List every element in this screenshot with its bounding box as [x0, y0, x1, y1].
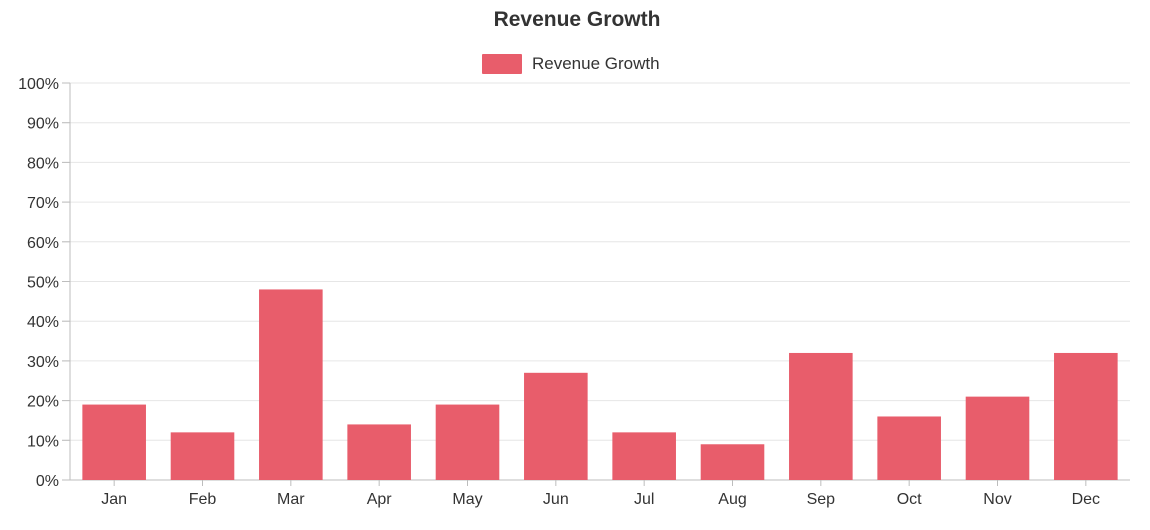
bar-dec[interactable]: [1054, 352, 1118, 480]
y-tick-label: 0%: [36, 473, 59, 490]
x-tick-label: Sep: [807, 491, 836, 508]
bar-oct[interactable]: [877, 416, 941, 480]
legend-swatch: [482, 54, 522, 74]
bar-jul[interactable]: [612, 432, 676, 480]
x-tick-label: Jan: [101, 491, 127, 508]
y-tick-label: 70%: [27, 195, 59, 212]
y-tick-label: 50%: [27, 275, 59, 292]
x-tick-label: Nov: [983, 491, 1011, 508]
bar-mar[interactable]: [259, 289, 323, 480]
x-tick-label: Dec: [1072, 491, 1100, 508]
x-tick-label: Mar: [277, 491, 305, 508]
bar-jan[interactable]: [82, 404, 146, 480]
bar-may[interactable]: [435, 404, 500, 480]
bar-aug[interactable]: [700, 444, 765, 480]
y-tick-label: 100%: [18, 76, 59, 93]
y-tick-label: 80%: [27, 155, 59, 172]
bar-apr[interactable]: [347, 424, 411, 480]
y-tick-label: 60%: [27, 235, 59, 252]
bar-nov[interactable]: [965, 396, 1030, 480]
y-tick-label: 90%: [27, 116, 59, 133]
y-tick-label: 10%: [27, 433, 59, 450]
x-tick-label: Oct: [897, 491, 922, 508]
x-tick-label: May: [452, 491, 482, 508]
y-tick-label: 30%: [27, 354, 59, 371]
x-tick-label: Aug: [718, 491, 746, 508]
y-tick-label: 40%: [27, 314, 59, 331]
bar-jun[interactable]: [524, 372, 588, 480]
legend[interactable]: Revenue Growth: [482, 54, 660, 74]
x-tick-label: Jul: [634, 491, 654, 508]
y-axis: 0% 10% 20% 30% 40% 50% 60% 70% 80% 90% 100%: [18, 76, 71, 490]
legend-label: Revenue Growth: [532, 54, 660, 73]
chart-title: Revenue Growth: [494, 8, 661, 31]
x-tick-label: Jun: [543, 491, 569, 508]
x-axis: Jan Feb Mar Apr May Jun Jul Aug Sep Oct Nov Dec: [62, 479, 1130, 508]
x-tick-label: Feb: [189, 491, 217, 508]
bar-sep[interactable]: [789, 352, 853, 480]
y-tick-label: 20%: [27, 394, 59, 411]
bar-feb[interactable]: [170, 432, 235, 480]
x-tick-label: Apr: [367, 491, 393, 508]
bars: [82, 289, 1118, 480]
grid: [62, 82, 1130, 441]
